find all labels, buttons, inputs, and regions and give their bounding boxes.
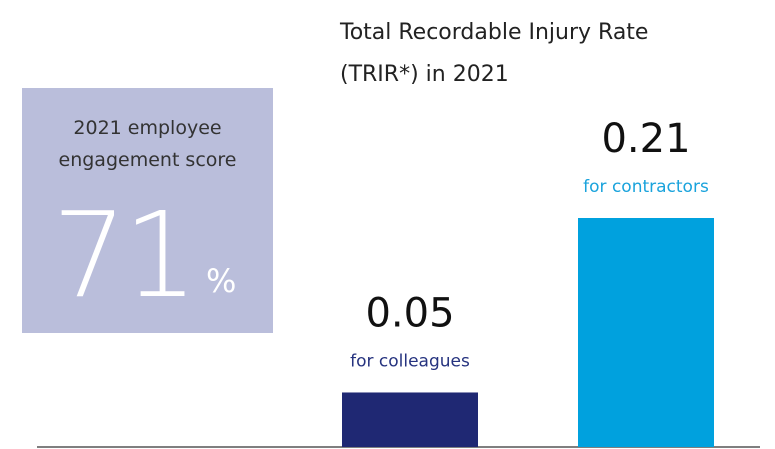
category-label: for contractors [583, 177, 709, 197]
callout-box: 2021 employee engagement score 71 % [22, 88, 273, 333]
value-label: 0.21 [601, 116, 690, 162]
bar [578, 218, 714, 447]
bar [342, 392, 478, 447]
category-label: for colleagues [350, 351, 470, 371]
callout-unit: % [206, 262, 237, 300]
callout-value: 71 [52, 186, 198, 324]
chart-title: Total Recordable Injury Rate (TRIR*) in … [340, 20, 649, 87]
callout-label: 2021 employee engagement score [58, 117, 237, 171]
value-label: 0.05 [365, 290, 454, 336]
